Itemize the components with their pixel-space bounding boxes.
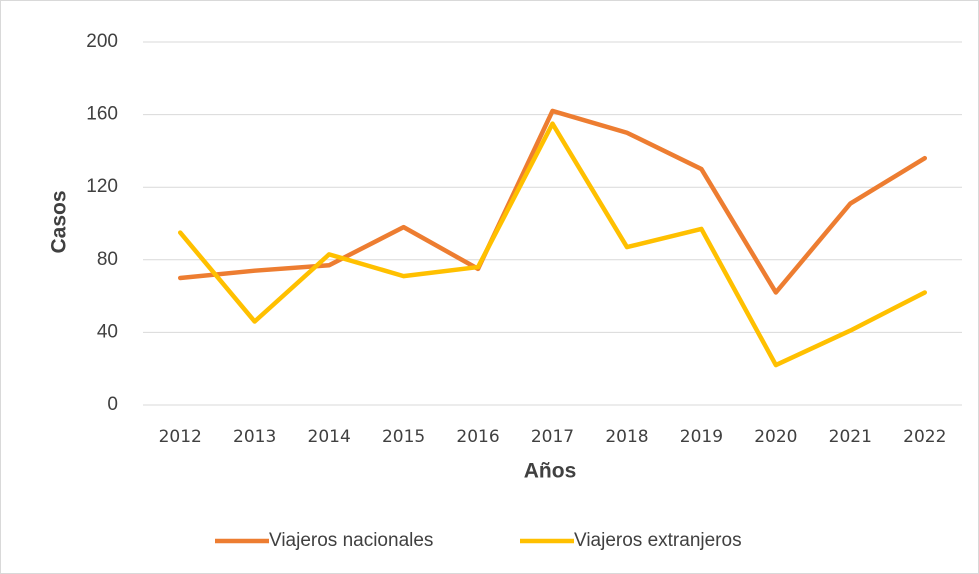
x-tick-label: 2018	[605, 427, 648, 447]
y-axis-title: Casos	[48, 190, 71, 253]
x-tick-label: 2017	[531, 427, 574, 447]
x-tick-label: 2021	[829, 427, 872, 447]
x-tick-label: 2022	[903, 427, 946, 447]
series-line	[177, 108, 928, 295]
x-tick-label: 2019	[680, 427, 723, 447]
x-axis-title: Años	[524, 460, 577, 483]
legend-label: Viajeros nacionales	[269, 530, 433, 551]
x-tick-label: 2016	[456, 427, 499, 447]
y-tick-label: 0	[107, 394, 118, 415]
x-tick-label: 2020	[754, 427, 797, 447]
legend-label: Viajeros extranjeros	[574, 530, 742, 551]
x-tick-label: 2014	[308, 427, 351, 447]
y-tick-label: 80	[97, 249, 118, 270]
x-tick-label: 2015	[382, 427, 425, 447]
y-tick-label: 160	[86, 104, 118, 125]
x-tick-label: 2012	[159, 427, 202, 447]
y-tick-label: 200	[86, 31, 118, 52]
y-tick-label: 40	[97, 321, 118, 342]
series-line	[177, 121, 928, 368]
y-tick-label: 120	[86, 176, 118, 197]
x-tick-label: 2013	[233, 427, 276, 447]
